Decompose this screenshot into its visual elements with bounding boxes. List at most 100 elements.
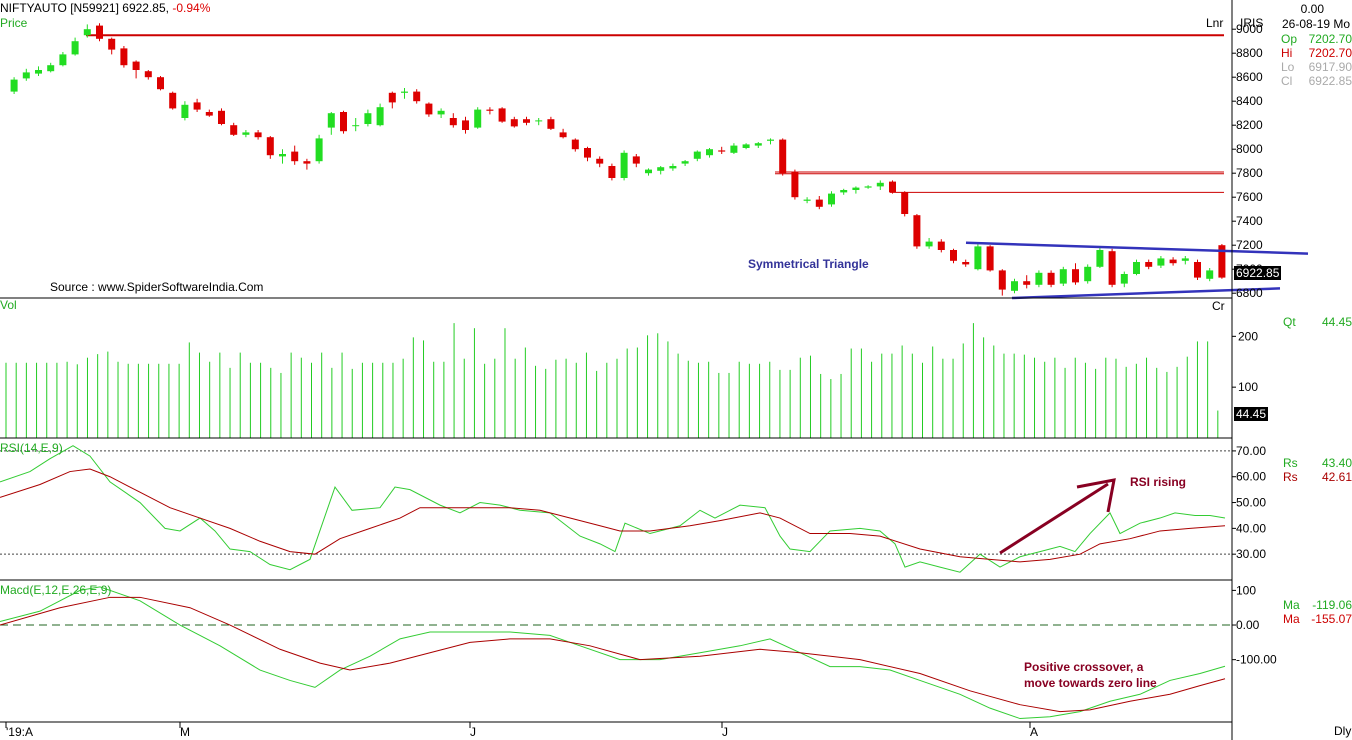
candle-body [449,118,457,126]
candle-body [657,167,665,171]
candle-body [852,187,860,190]
candle-body [401,91,408,93]
price-tick-label: 8800 [1236,46,1263,60]
candle-body [681,161,689,164]
candle-body [1011,281,1018,291]
rsi-arrow [999,478,1116,555]
qty-value: 44.45 [1321,315,1352,329]
arrow-head [1076,478,1116,513]
candle-body [1157,258,1165,266]
candle-body [730,145,738,153]
candle-body [510,119,518,127]
x-tick-label: A [1030,725,1038,739]
macd-annotation-line2: move towards zero line [1024,676,1157,690]
candle-body [571,139,579,150]
candle-body [620,152,628,178]
candle-body [669,166,677,169]
candle-body [462,120,469,130]
axis-ticks: 9000 8800 8600 8400 8200 8000 7800 7600 7400 7200… [5,22,1277,739]
candle-body [523,119,530,123]
candle-body [925,241,933,247]
candle-body [327,113,335,128]
candle-body [144,71,152,78]
candle-body [1047,272,1055,285]
macd-panel [0,586,1230,720]
candle-body [132,61,140,70]
candle-body [205,112,213,116]
candle-body [645,169,652,174]
candle-body [352,125,360,127]
candle-body [596,158,604,164]
period-label[interactable]: Dly [1334,724,1352,738]
candle-body [47,65,55,72]
candle-body [22,72,30,79]
rsi-tick-label: 60.00 [1236,470,1266,484]
price-tick-label: 9000 [1236,22,1263,36]
volume-tag: 44.45 [1234,407,1269,421]
candle-body [950,250,957,261]
date-readout: 26-08-19 Mo [1282,17,1351,31]
candle-body [584,148,591,158]
rsi-signal-line [0,468,1226,563]
high-value: 7202.70 [1308,46,1352,60]
open-label: Op [1281,32,1298,46]
candle-body [828,193,835,205]
rsi-tick-label: 40.00 [1236,521,1266,535]
candle-body [71,41,79,55]
candle-body [425,103,433,115]
rsi-panel [0,445,1230,573]
candle-body [1181,258,1189,261]
rsi-line [0,445,1226,573]
arrow-shaft [999,482,1109,555]
candle-body [1169,259,1177,264]
rsi-panel-label: RSI(14,E,9) [0,441,63,455]
candle-body [742,144,750,148]
macd-panel-label: Macd(E,12,E,26,E,9) [0,583,112,597]
candle-body [266,137,274,156]
symbol-label: NIFTYAUTO [N59921] [0,1,119,15]
candle-body [779,139,787,174]
price-tick-label: 8400 [1236,94,1263,108]
candle-body [1059,269,1067,284]
price-tick-label: 6800 [1236,286,1263,300]
last-price: 6922.85, [122,1,169,15]
price-tick-label: 7400 [1236,214,1263,228]
candle-body [791,172,799,198]
macd-tick-label: -100.00 [1236,653,1277,667]
candle-body [169,92,177,109]
close-label: Cl [1281,74,1293,88]
macd-signal-label: Ma [1283,612,1300,626]
candle-body [1133,262,1140,274]
candle-body [486,109,494,111]
macd-label: Ma [1283,598,1300,612]
candle-body [718,150,726,152]
price-panel-label: Price [0,16,28,30]
candle-body [1035,272,1043,285]
price-tick-label: 8000 [1236,142,1263,156]
candle-body [1072,269,1079,283]
candle-body [1194,262,1201,278]
candle-body [1084,266,1092,282]
candle-body [96,25,103,39]
candle-body [437,110,445,115]
rsi-tick-label: 30.00 [1236,547,1266,561]
volume-panel [5,323,1219,438]
cr-label: Cr [1212,299,1225,313]
volume-tick-label: 200 [1238,329,1258,343]
low-value: 6917.90 [1308,60,1352,74]
rsi-signal-value: 42.61 [1321,470,1352,484]
macd-tick-label: 0.00 [1236,618,1260,632]
candle-body [1023,281,1031,285]
candle-body [1145,262,1153,267]
candle-body [608,166,616,178]
scale-mode[interactable]: Lnr [1206,16,1224,30]
candle-body [889,181,896,193]
x-tick-label: M [180,725,190,739]
price-tick-label: 8200 [1236,118,1263,132]
candle-body [913,215,921,247]
x-tick-label: J [470,725,476,739]
rsi-signal-label: Rs [1283,470,1298,484]
macd-signal-line [0,596,1226,713]
x-tick-label: J [722,725,728,739]
